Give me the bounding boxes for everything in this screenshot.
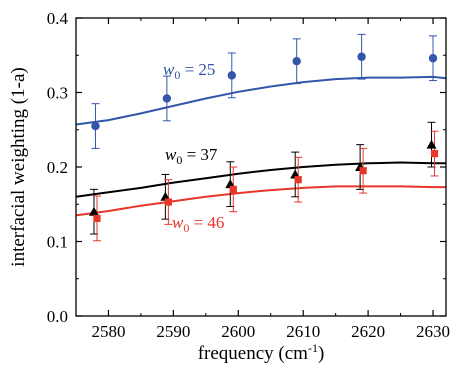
x-axis-title-main: frequency (cm	[198, 343, 308, 364]
data-point-square	[359, 167, 367, 175]
annotation-value: = 37	[182, 145, 218, 164]
axis-ticks: 2580 2590 2600 2610 2620 2630 0.0 0.1 0.2 0.3 0.4	[47, 9, 450, 341]
annotation-symbol: w	[172, 213, 184, 232]
annotation-w0-25: w0 = 25	[163, 60, 215, 82]
data-point-square	[294, 176, 302, 184]
annotation-subscript: 0	[174, 68, 180, 82]
data-point-circle	[91, 121, 100, 131]
y-tick-label: 0.4	[47, 9, 69, 28]
x-tick-label: 2630	[416, 322, 450, 341]
annotation-value: = 46	[189, 213, 224, 232]
annotation-value: = 25	[180, 60, 215, 79]
y-axis-title: interfacial weighting (1-a)	[8, 67, 29, 266]
fit-curve	[75, 75, 447, 126]
x-axis-title: frequency (cm-1)	[198, 341, 325, 364]
x-axis-title-superscript: -1	[308, 341, 318, 355]
plot-frame	[75, 17, 447, 317]
annotation-subscript: 0	[183, 221, 189, 235]
y-tick-label: 0.1	[47, 233, 68, 252]
fit-curve	[75, 161, 446, 198]
y-tick-label: 0.2	[47, 158, 68, 177]
annotation-w0-37: w0 = 37	[165, 145, 218, 167]
error-bars	[89, 33, 439, 242]
data-point-square	[229, 185, 237, 193]
data-point-circle	[357, 52, 366, 61]
data-point-square	[164, 198, 172, 206]
x-tick-label: 2620	[351, 322, 385, 341]
y-tick-label: 0.0	[47, 307, 68, 326]
data-point-square	[93, 214, 101, 223]
fit-curve	[75, 185, 446, 217]
data-point-circle	[162, 94, 172, 103]
data-point-triangle	[88, 206, 99, 216]
fit-curves	[75, 75, 447, 217]
annotation-subscript: 0	[176, 153, 182, 167]
data-points	[88, 52, 439, 223]
y-tick-label: 0.3	[47, 84, 68, 103]
data-point-triangle	[426, 139, 437, 149]
x-axis-title-tail: )	[318, 343, 324, 364]
annotation-symbol: w	[163, 60, 175, 79]
x-tick-label: 2600	[221, 322, 255, 341]
annotation-w0-46: w0 = 46	[172, 213, 224, 235]
x-tick-label: 2580	[91, 322, 125, 341]
data-point-square	[430, 149, 439, 158]
data-point-circle	[292, 57, 301, 66]
annotation-symbol: w	[165, 145, 177, 164]
data-point-circle	[428, 54, 438, 63]
x-tick-label: 2590	[156, 322, 190, 341]
x-tick-label: 2610	[286, 322, 320, 341]
data-point-circle	[227, 71, 236, 80]
